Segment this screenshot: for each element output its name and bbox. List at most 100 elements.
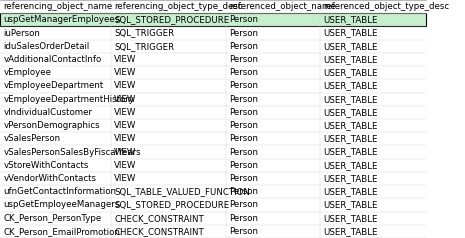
FancyBboxPatch shape — [111, 93, 226, 106]
FancyBboxPatch shape — [111, 212, 226, 225]
Text: VIEW: VIEW — [114, 55, 137, 64]
FancyBboxPatch shape — [226, 40, 319, 53]
FancyBboxPatch shape — [111, 132, 226, 145]
FancyBboxPatch shape — [0, 212, 111, 225]
FancyBboxPatch shape — [226, 0, 319, 13]
FancyBboxPatch shape — [111, 225, 226, 238]
Text: vSalesPersonSalesByFiscalYears: vSalesPersonSalesByFiscalYears — [3, 148, 141, 157]
Text: SQL_STORED_PROCEDURE: SQL_STORED_PROCEDURE — [114, 15, 229, 24]
Text: ufnGetContactInformation: ufnGetContactInformation — [3, 187, 116, 196]
FancyBboxPatch shape — [319, 159, 426, 172]
FancyBboxPatch shape — [111, 119, 226, 132]
Text: SQL_TABLE_VALUED_FUNCTION: SQL_TABLE_VALUED_FUNCTION — [114, 187, 250, 196]
Text: VIEW: VIEW — [114, 148, 137, 157]
Text: USER_TABLE: USER_TABLE — [323, 148, 378, 157]
Text: USER_TABLE: USER_TABLE — [323, 55, 378, 64]
Text: USER_TABLE: USER_TABLE — [323, 134, 378, 143]
Text: vStoreWithContacts: vStoreWithContacts — [3, 161, 89, 170]
FancyBboxPatch shape — [0, 40, 111, 53]
FancyBboxPatch shape — [111, 40, 226, 53]
Text: CK_Person_PersonType: CK_Person_PersonType — [3, 214, 102, 223]
FancyBboxPatch shape — [111, 53, 226, 66]
FancyBboxPatch shape — [111, 185, 226, 198]
Text: Person: Person — [229, 81, 258, 90]
FancyBboxPatch shape — [0, 106, 111, 119]
Text: Person: Person — [229, 134, 258, 143]
FancyBboxPatch shape — [111, 13, 226, 26]
FancyBboxPatch shape — [226, 159, 319, 172]
Text: SQL_STORED_PROCEDURE: SQL_STORED_PROCEDURE — [114, 200, 229, 209]
FancyBboxPatch shape — [319, 26, 426, 40]
Text: uspGetManagerEmployees: uspGetManagerEmployees — [3, 15, 120, 24]
Text: referenced_object_type_desc: referenced_object_type_desc — [323, 2, 449, 11]
FancyBboxPatch shape — [226, 79, 319, 93]
FancyBboxPatch shape — [226, 225, 319, 238]
FancyBboxPatch shape — [319, 132, 426, 145]
Text: VIEW: VIEW — [114, 134, 137, 143]
FancyBboxPatch shape — [111, 198, 226, 212]
Text: CHECK_CONSTRAINT: CHECK_CONSTRAINT — [114, 227, 204, 236]
Text: referencing_object_name: referencing_object_name — [3, 2, 113, 11]
Text: USER_TABLE: USER_TABLE — [323, 42, 378, 51]
Text: Person: Person — [229, 121, 258, 130]
Text: Person: Person — [229, 227, 258, 236]
Text: VIEW: VIEW — [114, 108, 137, 117]
FancyBboxPatch shape — [319, 0, 426, 13]
FancyBboxPatch shape — [319, 185, 426, 198]
Text: USER_TABLE: USER_TABLE — [323, 95, 378, 104]
Text: USER_TABLE: USER_TABLE — [323, 15, 378, 24]
FancyBboxPatch shape — [226, 212, 319, 225]
Text: VIEW: VIEW — [114, 95, 137, 104]
FancyBboxPatch shape — [226, 66, 319, 79]
Text: Person: Person — [229, 15, 258, 24]
FancyBboxPatch shape — [226, 106, 319, 119]
Text: VIEW: VIEW — [114, 121, 137, 130]
Text: USER_TABLE: USER_TABLE — [323, 174, 378, 183]
FancyBboxPatch shape — [0, 185, 111, 198]
FancyBboxPatch shape — [111, 79, 226, 93]
Text: iduSalesOrderDetail: iduSalesOrderDetail — [3, 42, 90, 51]
FancyBboxPatch shape — [111, 66, 226, 79]
Text: USER_TABLE: USER_TABLE — [323, 108, 378, 117]
FancyBboxPatch shape — [319, 198, 426, 212]
FancyBboxPatch shape — [0, 172, 111, 185]
Text: Person: Person — [229, 187, 258, 196]
FancyBboxPatch shape — [226, 172, 319, 185]
Text: vSalesPerson: vSalesPerson — [3, 134, 60, 143]
Text: USER_TABLE: USER_TABLE — [323, 121, 378, 130]
Text: Person: Person — [229, 42, 258, 51]
FancyBboxPatch shape — [319, 66, 426, 79]
Text: USER_TABLE: USER_TABLE — [323, 161, 378, 170]
Text: vEmployee: vEmployee — [3, 68, 52, 77]
Text: iuPerson: iuPerson — [3, 29, 40, 38]
FancyBboxPatch shape — [0, 159, 111, 172]
FancyBboxPatch shape — [111, 159, 226, 172]
FancyBboxPatch shape — [319, 93, 426, 106]
FancyBboxPatch shape — [111, 172, 226, 185]
FancyBboxPatch shape — [319, 212, 426, 225]
Text: USER_TABLE: USER_TABLE — [323, 81, 378, 90]
FancyBboxPatch shape — [226, 119, 319, 132]
Text: SQL_TRIGGER: SQL_TRIGGER — [114, 29, 174, 38]
Text: Person: Person — [229, 214, 258, 223]
FancyBboxPatch shape — [319, 119, 426, 132]
FancyBboxPatch shape — [319, 53, 426, 66]
Text: USER_TABLE: USER_TABLE — [323, 227, 378, 236]
Text: VIEW: VIEW — [114, 174, 137, 183]
FancyBboxPatch shape — [0, 93, 111, 106]
FancyBboxPatch shape — [111, 145, 226, 159]
FancyBboxPatch shape — [0, 79, 111, 93]
Text: vVendorWithContacts: vVendorWithContacts — [3, 174, 96, 183]
FancyBboxPatch shape — [226, 198, 319, 212]
FancyBboxPatch shape — [319, 79, 426, 93]
FancyBboxPatch shape — [319, 13, 426, 26]
Text: Person: Person — [229, 68, 258, 77]
FancyBboxPatch shape — [319, 106, 426, 119]
FancyBboxPatch shape — [0, 198, 111, 212]
FancyBboxPatch shape — [226, 132, 319, 145]
FancyBboxPatch shape — [0, 26, 111, 40]
Text: vEmployeeDepartment: vEmployeeDepartment — [3, 81, 104, 90]
FancyBboxPatch shape — [319, 40, 426, 53]
Text: USER_TABLE: USER_TABLE — [323, 68, 378, 77]
FancyBboxPatch shape — [226, 13, 319, 26]
